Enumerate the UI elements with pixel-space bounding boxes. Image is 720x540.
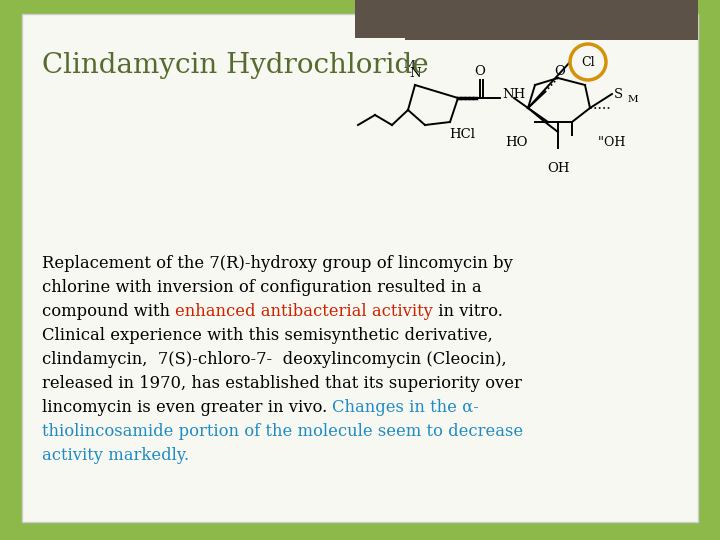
Text: N: N <box>409 67 420 80</box>
Text: enhanced antibacterial activity: enhanced antibacterial activity <box>175 303 433 320</box>
Text: S: S <box>613 87 623 100</box>
Text: OH: OH <box>546 162 570 175</box>
Text: activity markedly.: activity markedly. <box>42 447 189 464</box>
Text: HCl: HCl <box>449 129 475 141</box>
Text: released in 1970, has established that its superiority over: released in 1970, has established that i… <box>42 375 522 392</box>
Text: O: O <box>474 65 485 78</box>
Text: lincomycin is even greater in vivo.: lincomycin is even greater in vivo. <box>42 399 333 416</box>
Text: ''OH: ''OH <box>598 136 626 148</box>
Text: chlorine with inversion of configuration resulted in a: chlorine with inversion of configuration… <box>42 279 482 296</box>
Text: Replacement of the 7(R)-hydroxy group of lincomycin by: Replacement of the 7(R)-hydroxy group of… <box>42 255 513 272</box>
Text: thiolincosamide portion of the molecule seem to decrease: thiolincosamide portion of the molecule … <box>42 423 523 440</box>
Text: HO: HO <box>505 136 528 148</box>
Text: M: M <box>403 60 415 70</box>
Text: clindamycin,  7(S)-chloro-7-  deoxylincomycin (Cleocin),: clindamycin, 7(S)-chloro-7- deoxylincomy… <box>42 351 507 368</box>
Text: Clindamycin Hydrochloride: Clindamycin Hydrochloride <box>42 52 428 79</box>
Text: Cl: Cl <box>581 56 595 69</box>
Text: compound with: compound with <box>42 303 175 320</box>
Bar <box>355 0 698 40</box>
Text: M: M <box>628 96 639 105</box>
Text: NH: NH <box>502 89 526 102</box>
FancyBboxPatch shape <box>22 14 698 522</box>
Bar <box>355 38 405 53</box>
Text: Changes in the α-: Changes in the α- <box>333 399 480 416</box>
Text: in vitro.: in vitro. <box>433 303 503 320</box>
Text: Clinical experience with this semisynthetic derivative,: Clinical experience with this semisynthe… <box>42 327 492 344</box>
Text: O: O <box>554 65 565 78</box>
